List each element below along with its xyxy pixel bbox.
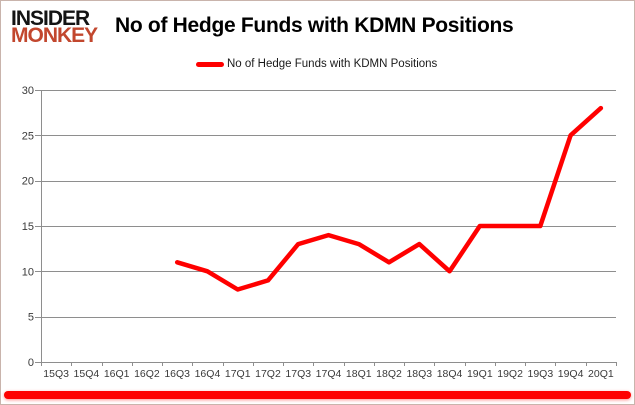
y-tick-label: 10: [22, 266, 34, 278]
red-bottom-bar: [4, 391, 631, 399]
x-tick-label: 18Q2: [376, 368, 402, 380]
logo-text-insider: INSIDER: [11, 7, 90, 30]
logo-text-monkey: MONKEY: [11, 24, 98, 47]
y-tick-label: 5: [28, 312, 34, 324]
x-tick-label: 17Q4: [316, 368, 342, 380]
legend-label: No of Hedge Funds with KDMN Positions: [227, 58, 438, 70]
x-tick-label: 18Q4: [437, 368, 463, 380]
y-tick-label: 25: [22, 130, 34, 142]
x-tick-label: 16Q1: [104, 368, 130, 380]
x-tick-label: 17Q1: [225, 368, 251, 380]
chart-title: No of Hedge Funds with KDMN Positions: [115, 14, 514, 37]
x-tick-label: 19Q1: [467, 368, 493, 380]
x-tick-label: 16Q3: [164, 368, 190, 380]
x-tick-label: 20Q1: [588, 368, 614, 380]
x-tick-label: 19Q2: [497, 368, 523, 380]
x-tick-label: 18Q3: [406, 368, 432, 380]
legend: No of Hedge Funds with KDMN Positions: [196, 58, 437, 70]
x-tick-label: 16Q4: [195, 368, 221, 380]
y-tick-label: 20: [22, 176, 34, 188]
x-tick-label: 15Q4: [74, 368, 100, 380]
x-tick-label: 16Q2: [134, 368, 160, 380]
x-tick-label: 19Q4: [558, 368, 584, 380]
x-tick-label: 18Q1: [346, 368, 372, 380]
y-tick-label: 0: [28, 357, 34, 369]
y-tick-label: 15: [22, 221, 34, 233]
x-tick-label: 15Q3: [43, 368, 69, 380]
series-line: [174, 105, 604, 292]
x-tick-label: 19Q3: [527, 368, 553, 380]
x-tick-label: 17Q2: [255, 368, 281, 380]
legend-line-marker: [196, 61, 224, 67]
y-tick-label: 30: [22, 85, 34, 97]
x-tick-label: 17Q3: [285, 368, 311, 380]
insider-monkey-logo: INSIDER MONKEY: [11, 7, 121, 47]
